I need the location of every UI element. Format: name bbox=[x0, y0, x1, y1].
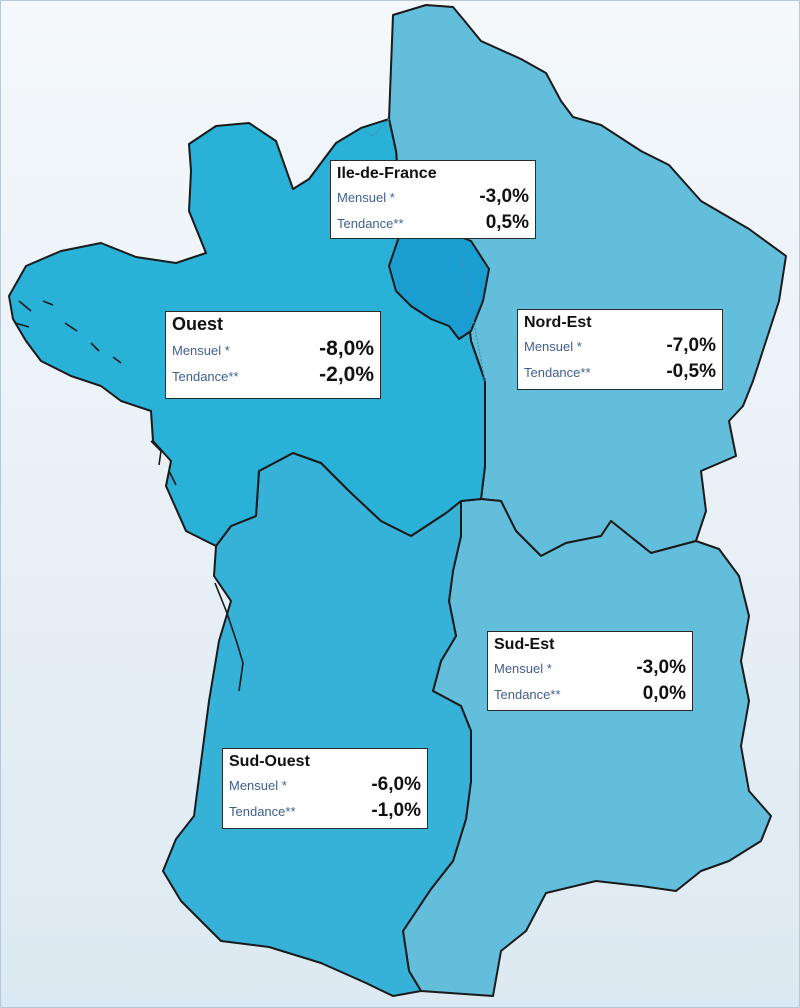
region-name-ile-de-france: Ile-de-France bbox=[337, 165, 437, 182]
trend-label: Tendance** bbox=[337, 216, 404, 231]
region-name-sud-est: Sud-Est bbox=[494, 636, 555, 653]
trend-label: Tendance** bbox=[229, 804, 296, 819]
trend-label: Tendance** bbox=[172, 369, 239, 384]
region-box-ouest: Ouest Mensuel * -8,0% Tendance** -2,0% bbox=[165, 311, 381, 399]
region-box-ile-de-france: Ile-de-France Mensuel * -3,0% Tendance**… bbox=[330, 160, 536, 239]
monthly-row: Mensuel * -3,0% bbox=[494, 657, 686, 683]
loire-estuary bbox=[150, 440, 177, 486]
trend-value: 0,5% bbox=[485, 212, 529, 233]
monthly-row: Mensuel * -3,0% bbox=[337, 186, 529, 212]
monthly-value: -8,0% bbox=[319, 337, 374, 360]
trend-label: Tendance** bbox=[524, 365, 591, 380]
internal-border bbox=[360, 118, 486, 382]
monthly-label: Mensuel * bbox=[172, 343, 230, 358]
monthly-value: -6,0% bbox=[371, 774, 421, 795]
trend-row: Tendance** -2,0% bbox=[172, 363, 374, 389]
trend-value: 0,0% bbox=[642, 683, 686, 704]
trend-label: Tendance** bbox=[494, 687, 561, 702]
monthly-value: -3,0% bbox=[636, 657, 686, 678]
monthly-row: Mensuel * -6,0% bbox=[229, 774, 421, 800]
trend-value: -0,5% bbox=[666, 361, 716, 382]
trend-row: Tendance** 0,5% bbox=[337, 212, 529, 238]
trend-row: Tendance** -0,5% bbox=[524, 361, 716, 387]
trend-value: -2,0% bbox=[319, 363, 374, 386]
monthly-row: Mensuel * -7,0% bbox=[524, 335, 716, 361]
region-box-sud-ouest: Sud-Ouest Mensuel * -6,0% Tendance** -1,… bbox=[222, 748, 428, 829]
trend-row: Tendance** -1,0% bbox=[229, 800, 421, 826]
region-name-nord-est: Nord-Est bbox=[524, 314, 592, 331]
monthly-label: Mensuel * bbox=[337, 190, 395, 205]
region-ile-de-france bbox=[388, 228, 490, 340]
monthly-row: Mensuel * -8,0% bbox=[172, 337, 374, 363]
region-name-ouest: Ouest bbox=[172, 314, 224, 334]
region-box-nord-est: Nord-Est Mensuel * -7,0% Tendance** -0,5… bbox=[517, 309, 723, 390]
monthly-label: Mensuel * bbox=[229, 778, 287, 793]
trend-row: Tendance** 0,0% bbox=[494, 683, 686, 709]
trend-value: -1,0% bbox=[371, 800, 421, 821]
monthly-value: -7,0% bbox=[666, 335, 716, 356]
monthly-label: Mensuel * bbox=[494, 661, 552, 676]
gironde-estuary bbox=[214, 582, 244, 692]
region-name-sud-ouest: Sud-Ouest bbox=[229, 753, 310, 770]
monthly-value: -3,0% bbox=[479, 186, 529, 207]
monthly-label: Mensuel * bbox=[524, 339, 582, 354]
brittany-islands bbox=[14, 300, 122, 364]
region-box-sud-est: Sud-Est Mensuel * -3,0% Tendance** 0,0% bbox=[487, 631, 693, 711]
